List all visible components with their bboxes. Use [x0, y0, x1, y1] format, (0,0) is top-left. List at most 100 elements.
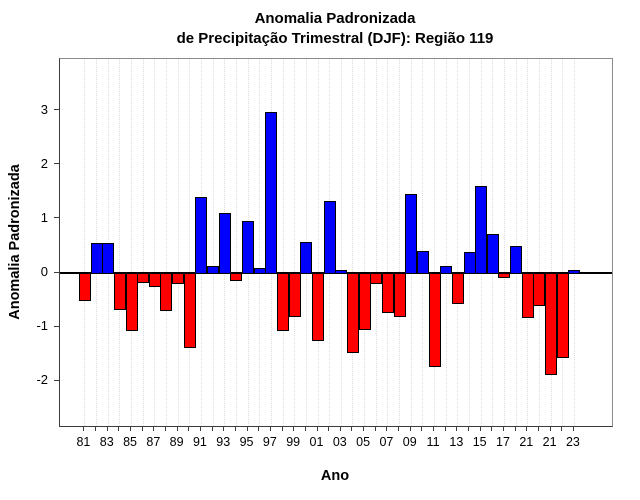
- bar-2007: [381, 273, 394, 313]
- y-tick-1: [54, 217, 59, 219]
- bar-1991: [195, 197, 208, 275]
- x-tick-label-2019: 21: [519, 435, 534, 449]
- x-tick-2013: [456, 427, 458, 431]
- x-tick-label-1987: 87: [146, 435, 161, 449]
- x-tick-label-2003: 03: [332, 435, 347, 449]
- x-tick-label-1981: 81: [76, 435, 91, 449]
- bar-2002: [323, 201, 336, 275]
- bar-2003: [335, 270, 348, 275]
- y-tick-label-1: 1: [40, 209, 48, 225]
- x-tick-label-1983: 83: [99, 435, 114, 449]
- x-tick-2002: [328, 427, 330, 431]
- y-axis-title: Anomalia Padronizada: [7, 164, 23, 320]
- y-tick--1: [54, 325, 59, 327]
- gridline-2008: [399, 59, 401, 426]
- x-tick-1988: [164, 427, 166, 431]
- gridline-2004: [352, 59, 354, 426]
- y-tick-label--2: -2: [36, 372, 48, 388]
- gridline-1992: [212, 59, 214, 426]
- x-tick-label-1985: 85: [123, 435, 137, 449]
- x-tick-1983: [106, 427, 108, 431]
- x-tick-label-2011: 11: [426, 435, 440, 449]
- x-tick-1990: [188, 427, 190, 431]
- bar-2017: [498, 273, 511, 279]
- bar-2014: [463, 252, 476, 275]
- bar-1998: [277, 273, 290, 332]
- bar-2000: [300, 242, 313, 275]
- x-tick-1996: [258, 427, 260, 431]
- bar-1994: [230, 273, 243, 281]
- x-tick-1982: [95, 427, 97, 431]
- x-tick-2017: [502, 427, 504, 431]
- bar-2022: [556, 273, 569, 359]
- gridline-2022: [562, 59, 564, 426]
- gridline-1981: [84, 59, 86, 426]
- x-tick-2023: [572, 427, 574, 431]
- bar-1996: [253, 267, 266, 275]
- x-tick-label-2017: 17: [496, 435, 510, 449]
- bar-2012: [440, 265, 453, 275]
- bar-1999: [288, 273, 301, 318]
- bar-2016: [486, 234, 499, 275]
- x-tick-label-1991: 91: [192, 435, 207, 449]
- x-tick-label-2005: 05: [356, 435, 371, 449]
- x-tick-2021: [549, 427, 551, 431]
- y-tick--2: [54, 379, 59, 381]
- chart-title-line2: de Precipitação Trimestral (DJF): Região…: [176, 30, 494, 47]
- x-tick-2012: [444, 427, 446, 431]
- bar-1995: [242, 220, 255, 275]
- gridline-2020: [538, 59, 540, 426]
- x-tick-1981: [83, 427, 85, 431]
- gridline-1999: [294, 59, 296, 426]
- y-tick-2: [54, 163, 59, 165]
- gridline-2019: [527, 59, 529, 426]
- x-tick-2001: [316, 427, 318, 431]
- bar-2005: [358, 273, 371, 331]
- x-tick-label-2001: 01: [309, 435, 324, 449]
- x-tick-2006: [374, 427, 376, 431]
- x-tick-1984: [118, 427, 120, 431]
- x-tick-label-1995: 95: [239, 435, 254, 449]
- bar-2009: [405, 193, 418, 275]
- gridline-2010: [422, 59, 424, 426]
- x-tick-2018: [514, 427, 516, 431]
- x-tick-1985: [130, 427, 132, 431]
- bar-2011: [428, 273, 441, 367]
- gridline-2013: [457, 59, 459, 426]
- gridline-2006: [375, 59, 377, 426]
- gridline-1983: [107, 59, 109, 426]
- bar-1990: [183, 273, 196, 348]
- gridline-2005: [364, 59, 366, 426]
- bar-1987: [148, 273, 161, 288]
- x-tick-1986: [141, 427, 143, 431]
- x-tick-2019: [526, 427, 528, 431]
- bar-1992: [207, 265, 220, 275]
- gridline-1996: [259, 59, 261, 426]
- gridline-1989: [177, 59, 179, 426]
- x-tick-2016: [491, 427, 493, 431]
- gridline-2021: [550, 59, 552, 426]
- x-tick-1987: [153, 427, 155, 431]
- bar-1986: [137, 273, 150, 283]
- x-tick-label-2007: 07: [379, 435, 394, 449]
- plot-area: [59, 58, 613, 427]
- x-tick-label-2021: 21: [542, 435, 557, 449]
- x-tick-label-2013: 13: [449, 435, 464, 449]
- bar-2008: [393, 273, 406, 317]
- x-tick-1992: [211, 427, 213, 431]
- bar-1981: [78, 273, 91, 301]
- x-tick-2020: [537, 427, 539, 431]
- bar-1993: [218, 212, 231, 275]
- bar-2010: [416, 250, 429, 275]
- bar-1983: [102, 243, 115, 275]
- x-tick-2015: [479, 427, 481, 431]
- y-tick-label-3: 3: [40, 101, 48, 117]
- x-tick-label-1999: 99: [286, 435, 301, 449]
- bar-1982: [90, 243, 103, 275]
- gridline-1990: [189, 59, 191, 426]
- gridline-1994: [235, 59, 237, 426]
- x-tick-label-2015: 15: [472, 435, 487, 449]
- bar-2004: [346, 273, 359, 354]
- x-tick-2011: [433, 427, 435, 431]
